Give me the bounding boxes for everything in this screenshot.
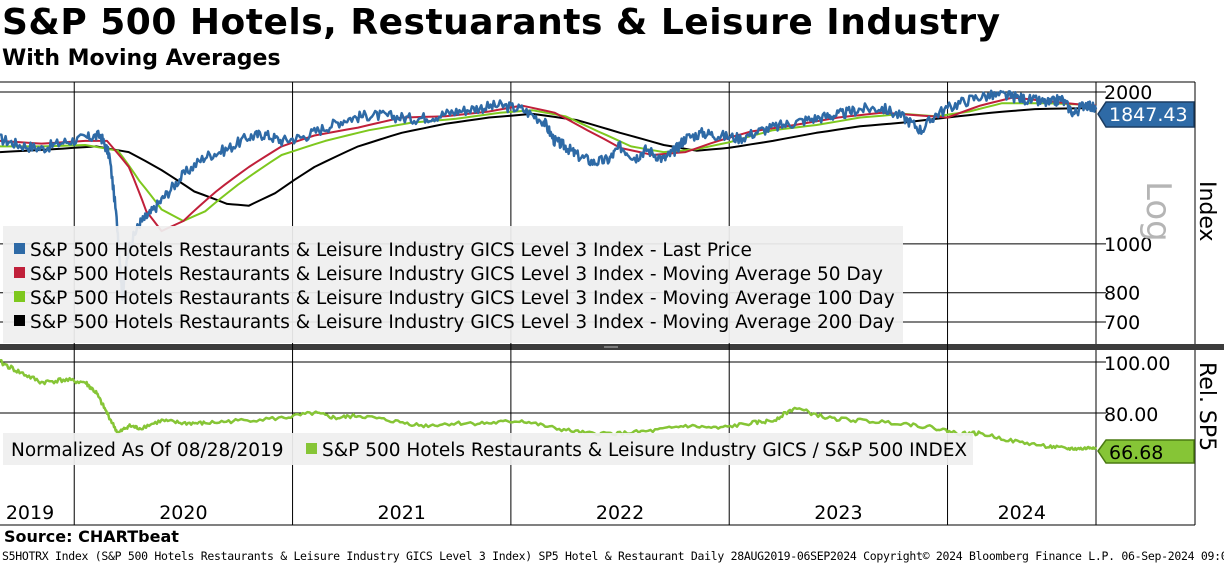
x-tick-2021: 2021 [378, 502, 426, 524]
series-line-moving-average-50-day [0, 96, 1097, 233]
legend-label-price: S&P 500 Hotels Restaurants & Leisure Ind… [30, 240, 752, 261]
y-tick-700: 700 [1104, 312, 1140, 334]
last-price-value: 1847.43 [1109, 104, 1188, 126]
log-scale-label: Log [1138, 181, 1178, 242]
legend-swatch-rel [306, 443, 317, 454]
x-tick-2020: 2020 [159, 502, 207, 524]
legend-swatch-ma50 [14, 267, 25, 278]
lower-y-ticks: 100.00 80.00 [1104, 353, 1170, 426]
series-line-last-price [0, 89, 1098, 302]
upper-legend: S&P 500 Hotels Restaurants & Leisure Ind… [3, 226, 903, 343]
legend-label-ma200: S&P 500 Hotels Restaurants & Leisure Ind… [30, 312, 895, 333]
y-tick-800: 800 [1104, 283, 1140, 305]
last-rel-tag-bg [1097, 439, 1195, 464]
upper-y-ticks: 2000 1000 800 700 [1104, 82, 1152, 334]
lower-legend: Normalized As Of 08/28/2019 S&P 500 Hote… [3, 433, 973, 465]
x-tick-2022: 2022 [596, 502, 644, 524]
footer-info: S5HOTRX Index (S&P 500 Hotels Restaurant… [2, 549, 1224, 563]
last-rel-value: 66.68 [1109, 442, 1163, 464]
lower-grid [0, 361, 1106, 414]
chart-subtitle: With Moving Averages [2, 46, 281, 71]
upper-y-axis-title: Index [1194, 181, 1219, 242]
source-label: Source: CHARTbeat [4, 527, 179, 546]
legend-swatch-price [14, 243, 25, 254]
legend-note-normalized: Normalized As Of 08/28/2019 [11, 440, 284, 461]
legend-swatch-ma200 [14, 315, 25, 326]
y-tick-100: 100.00 [1104, 353, 1170, 375]
y-tick-1000: 1000 [1104, 234, 1152, 256]
last-price-tag-bg [1097, 101, 1195, 128]
lower-y-axis-title: Rel. SP5 [1194, 362, 1219, 451]
x-tick-2023: 2023 [814, 502, 862, 524]
x-tick-2024: 2024 [998, 502, 1046, 524]
legend-label-ma50: S&P 500 Hotels Restaurants & Leisure Ind… [30, 264, 883, 285]
x-tick-2019: 2019 [6, 502, 54, 524]
last-rel-tag: 66.68 [1097, 439, 1195, 464]
last-price-tag: 1847.43 [1097, 101, 1195, 128]
y-tick-80: 80.00 [1104, 404, 1158, 426]
legend-swatch-ma100 [14, 291, 25, 302]
upper-series-group [0, 89, 1098, 302]
y-tick-2000: 2000 [1104, 82, 1152, 104]
x-axis-labels: 2019 2020 2021 2022 2023 2024 [6, 502, 1046, 524]
lower-legend-bg [3, 433, 973, 465]
series-line-moving-average-200-day [0, 106, 1097, 207]
legend-label-rel: S&P 500 Hotels Restaurants & Leisure Ind… [322, 440, 967, 461]
upper-legend-bg [3, 226, 903, 343]
chart-title: S&P 500 Hotels, Restuarants & Leisure In… [2, 2, 1001, 43]
legend-label-ma100: S&P 500 Hotels Restaurants & Leisure Ind… [30, 288, 895, 309]
